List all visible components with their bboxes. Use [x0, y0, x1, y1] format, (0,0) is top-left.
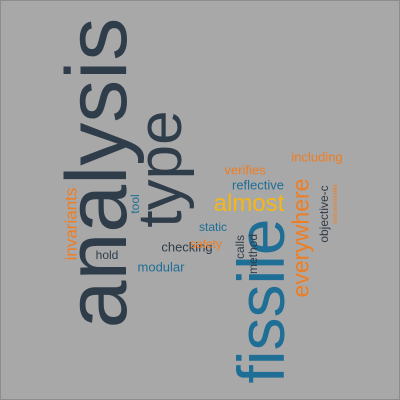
word-invariants: invariants — [61, 187, 81, 261]
word-reflective: reflective — [231, 177, 285, 193]
word-method: method — [246, 233, 260, 275]
word-modular: modular — [137, 259, 185, 275]
word-verifies: verifies — [224, 162, 266, 178]
word-objective-c: objective-c — [317, 185, 331, 243]
word-including: including — [291, 149, 343, 165]
word-instrumentable: instrumentable — [333, 184, 339, 224]
word-tool: tool — [128, 194, 142, 214]
word-everywhere: everywhere — [287, 178, 314, 298]
word-safety: safety — [189, 237, 223, 251]
word-static: static — [198, 220, 228, 234]
word-almost: almost — [213, 190, 285, 217]
word-hold: hold — [95, 248, 119, 262]
word-checking: checking — [161, 239, 213, 255]
word-calls: calls — [233, 234, 247, 260]
